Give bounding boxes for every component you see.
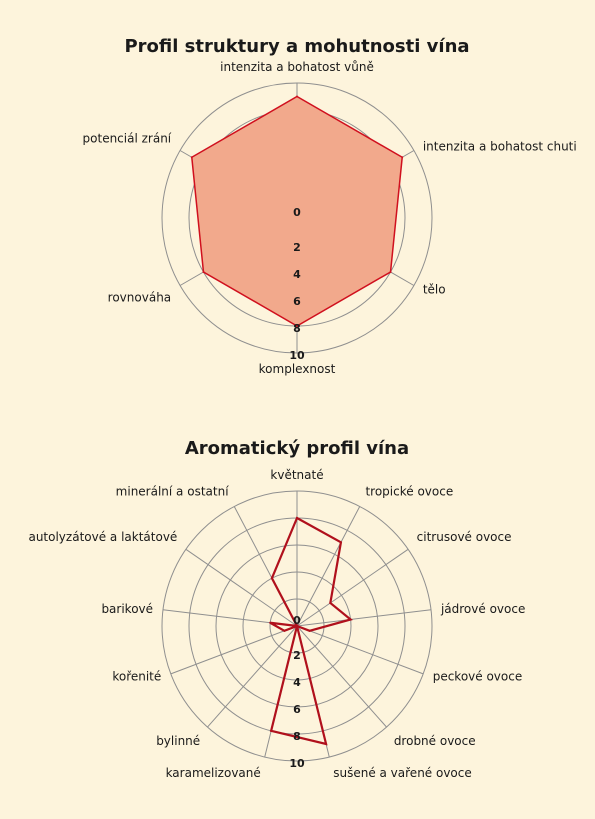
category-label: tělo (423, 283, 446, 297)
data-point (202, 271, 205, 273)
axis-spoke (296, 548, 409, 627)
aroma-radar-chart: Aromatický profil vína 0 2 4 6 8 10 květnaté t… (28, 438, 525, 780)
data-point (296, 325, 298, 327)
tick-label: 0 (293, 206, 301, 219)
category-label: barikové (101, 602, 153, 616)
axis-spoke (296, 609, 432, 627)
category-label: komplexnost (259, 362, 336, 376)
data-point (269, 621, 272, 624)
data-point (329, 601, 332, 604)
axis-spoke (207, 625, 298, 728)
category-label: intenzita a bohatost vůně (220, 60, 374, 74)
category-label: autolyzátové a laktátové (28, 530, 177, 544)
category-label: jádrové ovoce (440, 602, 525, 616)
axis-spoke (170, 625, 298, 675)
axis-spoke (296, 625, 387, 728)
tick-label: 6 (293, 295, 301, 308)
data-point (308, 629, 311, 632)
category-label: citrusové ovoce (417, 530, 512, 544)
tick-label: 8 (293, 322, 301, 335)
chart-title: Profil struktury a mohutnosti vína (124, 36, 469, 57)
tick-label: 6 (293, 703, 301, 716)
category-label: rovnováha (108, 291, 171, 305)
chart-title: Aromatický profil vína (185, 438, 409, 459)
tick-label: 10 (289, 757, 305, 770)
data-point (349, 618, 352, 621)
category-label: tropické ovoce (365, 484, 453, 498)
tick-label: 2 (293, 649, 301, 662)
axis-spoke (185, 548, 298, 627)
category-label: intenzita a bohatost chuti (423, 140, 577, 154)
category-label: květnaté (270, 468, 323, 482)
tick-label: 10 (289, 349, 305, 362)
data-point (190, 156, 193, 159)
data-point (296, 95, 298, 98)
data-point (270, 729, 273, 732)
data-point (283, 629, 286, 632)
category-label: drobné ovoce (394, 734, 476, 748)
data-series-polygon (269, 516, 353, 746)
category-label: karamelizované (166, 766, 261, 780)
tick-label: 8 (293, 730, 301, 743)
axis-spoke (296, 625, 424, 675)
tick-label: 0 (293, 614, 301, 627)
data-point (270, 577, 273, 580)
data-point (296, 625, 298, 627)
tick-label: 4 (293, 676, 301, 689)
tick-label: 2 (293, 241, 301, 254)
category-label: peckové ovoce (433, 670, 523, 684)
category-label: kořenité (112, 670, 161, 684)
axis-spoke (296, 506, 361, 627)
tick-label: 4 (293, 268, 301, 281)
category-label: sušené a vařené ovoce (333, 766, 472, 780)
structure-radar-chart: Profil struktury a mohutnosti vína 0 2 4 6 8… (83, 36, 577, 376)
data-point (389, 271, 392, 273)
data-point (401, 156, 404, 159)
category-label: potenciál zrání (83, 132, 172, 146)
data-point (339, 541, 342, 544)
category-label: bylinné (156, 734, 200, 748)
category-label: minerální a ostatní (116, 484, 230, 498)
data-point (296, 517, 298, 519)
data-point (325, 742, 328, 745)
